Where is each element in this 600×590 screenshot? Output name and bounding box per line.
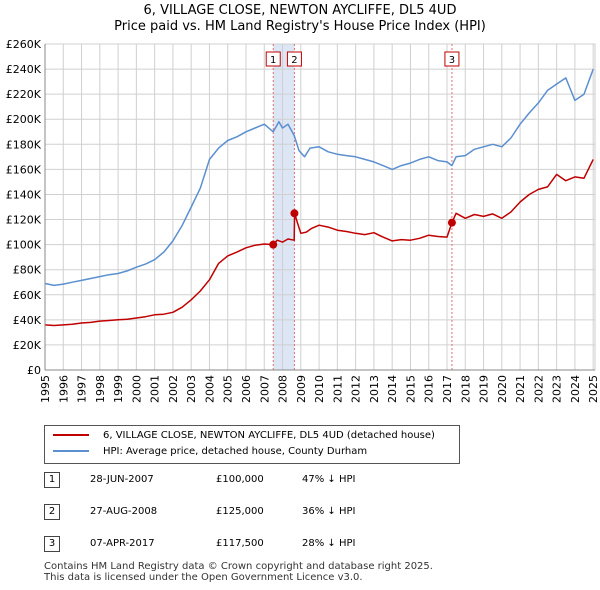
- sale-marker-label: 3: [449, 55, 455, 66]
- sale-price: £125,000: [216, 506, 264, 517]
- y-tick-label: £200K: [6, 113, 42, 126]
- y-tick-label: £20K: [13, 339, 42, 352]
- sale-marker-box: [286, 51, 302, 67]
- x-tick-label: 2012: [350, 375, 363, 403]
- chart-subtitle: Price paid vs. HM Land Registry's House …: [114, 19, 486, 34]
- sale-period-shade: [273, 44, 295, 370]
- legend-item-hpi: HPI: Average price, detached house, Coun…: [53, 445, 367, 459]
- y-tick-label: £160K: [6, 163, 42, 176]
- x-tick-label: 2002: [167, 375, 180, 403]
- sale-badge: 2: [44, 504, 60, 520]
- sale-point: [447, 218, 456, 227]
- sale-point: [290, 209, 299, 218]
- y-tick-label: £40K: [13, 314, 42, 327]
- y-tick-label: £240K: [6, 63, 42, 76]
- price-chart: £0 £20K £40K £60K £80K £100K £120K £140K £160K £1…: [6, 38, 600, 403]
- x-tick-label: 2009: [295, 375, 308, 403]
- x-tick-label: 2001: [149, 375, 162, 403]
- sale-badge: 1: [44, 472, 60, 488]
- x-tick-label: 2010: [313, 375, 326, 403]
- x-tick-label: 2013: [368, 375, 381, 403]
- x-tick-label: 2014: [386, 375, 399, 403]
- x-tick-label: 1997: [76, 375, 89, 403]
- x-tick-label: 2019: [478, 375, 491, 403]
- property-price-line: [44, 159, 594, 327]
- x-tick-label: 2025: [587, 375, 600, 403]
- x-tick-label: 2000: [130, 375, 143, 403]
- footer-licence: This data is licensed under the Open Gov…: [44, 572, 363, 583]
- x-tick-label: 2003: [185, 375, 198, 403]
- y-tick-label: £180K: [6, 138, 42, 151]
- x-tick-label: 1999: [112, 375, 125, 403]
- chart-legend: 6, VILLAGE CLOSE, NEWTON AYCLIFFE, DL5 4…: [44, 425, 460, 464]
- x-tick-label: 2006: [240, 375, 253, 403]
- sale-marker-label: 1: [270, 55, 276, 66]
- legend-label-property: 6, VILLAGE CLOSE, NEWTON AYCLIFFE, DL5 4…: [103, 430, 435, 441]
- x-tick-label: 1996: [57, 375, 70, 403]
- x-tick-label: 2008: [277, 375, 290, 403]
- y-tick-label: £80K: [13, 264, 42, 277]
- y-tick-label: £0: [27, 364, 41, 377]
- y-tick-label: £220K: [6, 88, 42, 101]
- hpi-line: [44, 68, 594, 287]
- legend-label-hpi: HPI: Average price, detached house, Coun…: [103, 446, 368, 457]
- sale-hpi-diff: 28% ↓ HPI: [302, 538, 356, 549]
- x-tick-label: 2015: [404, 375, 417, 403]
- sale-hpi-diff: 47% ↓ HPI: [302, 474, 356, 485]
- x-tick-label: 2017: [441, 375, 454, 403]
- y-tick-label: £140K: [6, 188, 42, 201]
- sale-date: 28-JUN-2007: [90, 474, 154, 485]
- sale-date: 27-AUG-2008: [90, 506, 158, 517]
- legend-item-property: 6, VILLAGE CLOSE, NEWTON AYCLIFFE, DL5 4…: [53, 429, 435, 443]
- x-tick-label: 2016: [423, 375, 436, 403]
- x-tick-label: 2022: [532, 375, 545, 403]
- x-tick-label: 2011: [331, 375, 344, 403]
- x-tick-label: 2004: [203, 375, 216, 403]
- sale-price: £117,500: [216, 538, 264, 549]
- y-tick-label: £60K: [13, 289, 42, 302]
- sale-point: [269, 240, 278, 249]
- plot-area: [44, 43, 596, 371]
- sale-marker-box: [444, 51, 460, 67]
- x-tick-label: 2018: [459, 375, 472, 403]
- y-tick-label: £120K: [6, 214, 42, 227]
- sale-hpi-diff: 36% ↓ HPI: [302, 506, 356, 517]
- footer-copyright: Contains HM Land Registry data © Crown c…: [44, 561, 433, 572]
- x-tick-label: 2005: [222, 375, 235, 403]
- footer: Contains HM Land Registry data © Crown c…: [44, 561, 433, 583]
- sale-date: 07-APR-2017: [90, 538, 155, 549]
- legend-swatch-property: [53, 434, 89, 436]
- x-tick-label: 2021: [514, 375, 527, 403]
- x-tick-label: 1995: [39, 375, 52, 403]
- x-tick-label: 2023: [551, 375, 564, 403]
- y-tick-label: £260K: [6, 38, 42, 51]
- sale-marker-box: [265, 51, 281, 67]
- x-tick-label: 2007: [258, 375, 271, 403]
- x-tick-label: 2024: [569, 375, 582, 403]
- sale-badge: 3: [44, 536, 60, 552]
- chart-title: 6, VILLAGE CLOSE, NEWTON AYCLIFFE, DL5 4…: [143, 3, 457, 18]
- sale-marker-label: 2: [291, 55, 297, 66]
- x-tick-label: 2020: [496, 375, 509, 403]
- y-tick-label: £100K: [6, 239, 42, 252]
- x-tick-label: 1998: [94, 375, 107, 403]
- sale-price: £100,000: [216, 474, 264, 485]
- legend-swatch-hpi: [53, 450, 89, 452]
